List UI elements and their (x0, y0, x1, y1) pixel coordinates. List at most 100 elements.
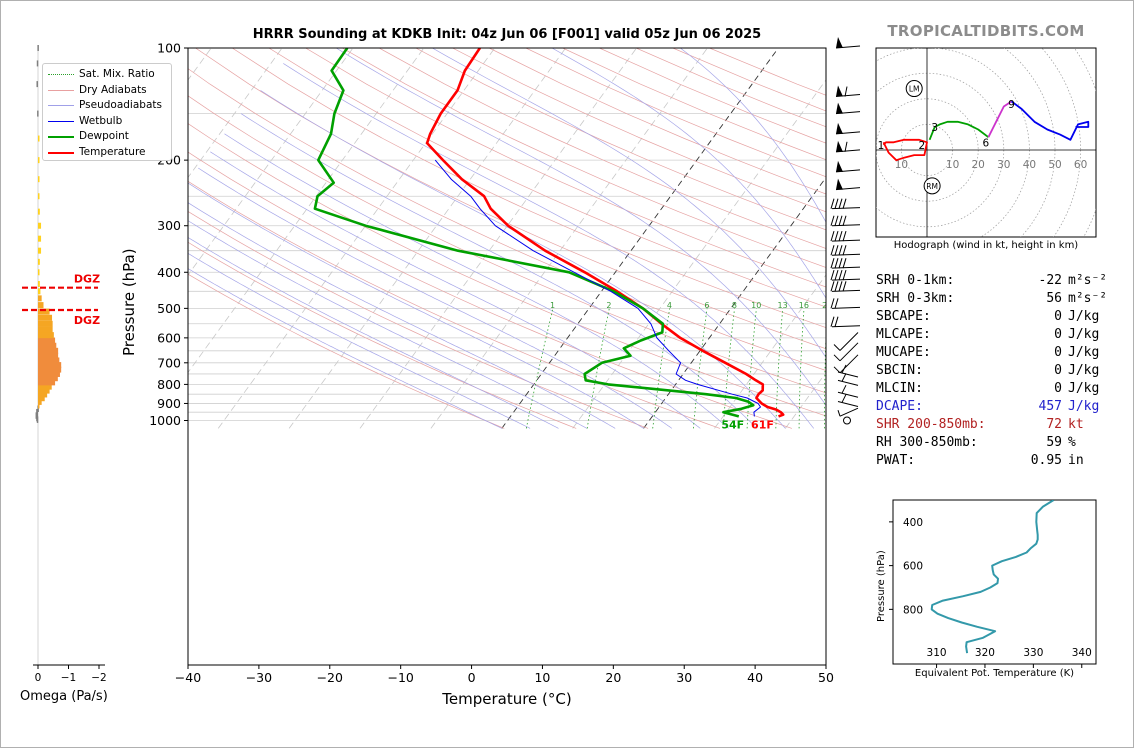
isotherm (572, 79, 826, 429)
wind-barb-shaft (837, 391, 859, 398)
isotherm (359, 48, 637, 429)
y-tick-label: 500 (157, 301, 181, 316)
wind-barb-feather (838, 245, 843, 256)
legend-swatch (48, 105, 74, 106)
parameter-unit: J/kg (1068, 309, 1100, 324)
y-tick-label: 300 (157, 218, 181, 233)
wind-barb (837, 373, 859, 386)
wind-barb-feather (838, 270, 843, 281)
omega-bar (38, 314, 53, 321)
wind-barb (830, 215, 861, 227)
dry-adiabat (188, 68, 826, 371)
omega-bar (38, 208, 40, 215)
chart-legend: Sat. Mix. Ratio Dry Adiabats Pseudoadiabat… (42, 63, 172, 161)
wind-barb-pennant (836, 122, 843, 134)
parameter-value: 457 (1038, 399, 1062, 414)
chart-title: HRRR Sounding at KDKB Init: 04z Jun 06 [… (252, 27, 762, 42)
parameter-row: SHR 200-850mb: 72 kt (876, 416, 1107, 434)
mixing-ratio-label: 4 (667, 301, 672, 310)
wind-barb-shaft (831, 289, 861, 292)
wind-barb-feather (833, 344, 841, 351)
mixing-ratio-line (798, 308, 805, 429)
pseudoadiabat (188, 252, 531, 429)
pseudoadiabat (283, 63, 814, 429)
hodograph-ring-label: 20 (972, 159, 985, 171)
wind-barb-feather (830, 270, 835, 281)
mixing-ratio-line (586, 308, 610, 429)
legend-swatch (48, 74, 74, 75)
pseudoadiabat (551, 48, 826, 299)
dry-adiabat (188, 211, 649, 429)
omega-bar (38, 258, 40, 265)
dry-adiabat (188, 273, 505, 429)
parameter-unit: kt (1068, 417, 1084, 432)
legend-swatch (48, 151, 74, 154)
x-tick-label: −10 (387, 670, 413, 685)
hodograph-ring-label: 40 (1023, 159, 1036, 171)
omega-tick-label: 0 (35, 672, 42, 684)
legend-item: Wetbulb (43, 114, 169, 128)
wind-barb-calm (843, 416, 851, 425)
isotherm (643, 176, 826, 429)
wind-barb-feather (841, 373, 847, 382)
omega-bar (38, 383, 52, 390)
parameter-row: MUCAPE: 0 J/kg (876, 344, 1107, 362)
omega-bar (37, 405, 39, 413)
hodograph-plot-area: 10 20 30 40 50 60 10 1 23 6 9 LM RM (876, 48, 1096, 237)
theta-e-x-tick-label: 320 (975, 647, 995, 659)
parameter-value: 0 (1054, 363, 1062, 378)
omega-bar (38, 375, 58, 382)
hodograph-height-label: 1 (878, 140, 885, 152)
mixing-ratio-label: 6 (704, 301, 709, 310)
omega-tick-label: −2 (91, 672, 106, 684)
hodograph-segment (1010, 100, 1090, 141)
wind-barb-feather (841, 394, 847, 403)
theta-e-panel: 310 320 330 340 400 600 800 (889, 499, 1097, 668)
omega-bar (38, 370, 60, 377)
omega-bar (38, 362, 62, 369)
wind-barb-shaft (831, 253, 861, 256)
parameter-name: SBCIN: (876, 363, 923, 378)
x-tick-label: 10 (534, 670, 550, 685)
y-axis-label: Pressure (hPa) (120, 248, 138, 356)
hodograph-ring-label: 30 (997, 159, 1010, 171)
parameter-value: 0 (1054, 309, 1062, 324)
wind-barb-shaft (831, 306, 861, 309)
parameter-name: MLCAPE: (876, 327, 931, 342)
wind-barb-feather (830, 281, 835, 292)
hodograph-segment (882, 138, 928, 162)
parameter-row: MLCIN: 0 J/kg (876, 380, 1107, 398)
hodograph-height-label: 2 (919, 140, 926, 152)
wind-barb (830, 298, 861, 309)
pseudoadiabat (188, 182, 644, 429)
skew-t-plot-area: 1 2 4 6 8 10 13 16 20 24 30 36 (188, 48, 826, 429)
wind-barb (835, 140, 861, 153)
wind-barb (837, 384, 859, 398)
wind-barb-feather (834, 298, 839, 309)
parameter-unit: % (1068, 435, 1076, 450)
parameter-row: SRH 0-3km: 56 m²s⁻² (876, 290, 1107, 308)
wind-barb-pennant (836, 102, 843, 114)
theta-e-x-tick-label: 340 (1072, 647, 1092, 659)
dry-adiabat (305, 48, 826, 288)
dry-adiabat (342, 48, 826, 268)
legend-item: Dry Adiabats (43, 83, 169, 97)
omega-bar (38, 222, 42, 229)
wind-barb-feather (838, 281, 843, 292)
omega-bar (38, 302, 44, 309)
parameter-value: 0 (1054, 327, 1062, 342)
omega-bar (37, 45, 39, 51)
wind-barb-feather (842, 281, 847, 292)
dry-adiabat (195, 48, 826, 350)
wind-barb-feather (834, 281, 839, 292)
omega-bar (36, 60, 39, 67)
wind-barb-feather (834, 270, 839, 281)
dry-adiabat (378, 48, 826, 249)
x-tick-label: 50 (818, 670, 834, 685)
isotherm (714, 274, 826, 429)
wind-barb-feather (833, 354, 841, 362)
parameter-name: RH 300-850mb: (876, 435, 978, 450)
theta-e-y-tick-label: 800 (903, 604, 923, 616)
wind-barb-shaft (831, 278, 861, 281)
wind-barb (833, 354, 859, 374)
